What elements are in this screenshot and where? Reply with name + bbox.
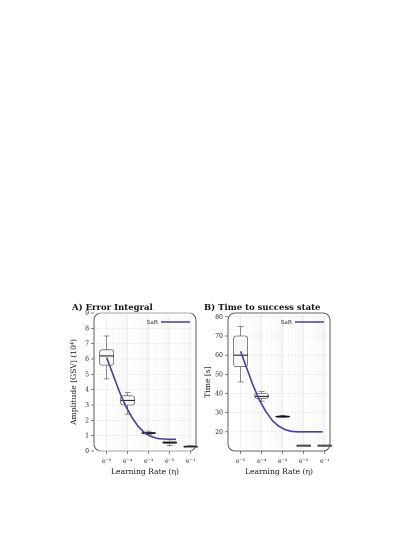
box-5 bbox=[317, 444, 333, 447]
grid-lines bbox=[230, 315, 328, 449]
y-tick-label: 7 bbox=[85, 341, 89, 348]
y-tick-label: 8 bbox=[85, 325, 89, 332]
x-tick-label: e⁻² bbox=[299, 458, 309, 465]
y-tick-label: 3 bbox=[85, 402, 89, 409]
x-tick-label: e⁻³ bbox=[278, 458, 288, 465]
y-tick-label: 1 bbox=[85, 433, 89, 440]
panel-title: B) Time to success state bbox=[204, 302, 321, 313]
y-tick-label: 4 bbox=[85, 387, 89, 394]
box-3 bbox=[275, 415, 290, 418]
y-tick-label: 6 bbox=[85, 356, 89, 363]
panel-title: A) Error Integral bbox=[71, 302, 154, 313]
y-tick-label: 2 bbox=[85, 417, 89, 424]
box-5 bbox=[183, 445, 199, 448]
x-tick-label: e⁻² bbox=[165, 458, 175, 465]
x-axis-label: Learning Rate (η) bbox=[111, 467, 179, 476]
x-tick-label: e⁻⁴ bbox=[257, 458, 267, 465]
box-1 bbox=[99, 335, 114, 380]
x-tick-label: e⁻¹ bbox=[186, 458, 195, 465]
y-tick-label: 50 bbox=[215, 371, 223, 378]
x-tick-label: e⁻⁵ bbox=[102, 458, 112, 465]
y-tick-label: 40 bbox=[215, 391, 223, 398]
y-tick-label: 20 bbox=[215, 429, 223, 436]
x-tick-label: e⁻⁵ bbox=[236, 458, 246, 465]
y-tick-label: 0 bbox=[85, 448, 89, 455]
y-axis-label: Time [s] bbox=[203, 366, 212, 397]
panel-a: A) Error Integral 0 1 2 3 4 5 6 7 8 9 e⁻⁵ e⁻⁴ e⁻³ e⁻² e… bbox=[69, 302, 199, 476]
y-tick-label: 30 bbox=[215, 410, 223, 417]
y-tick-label: 9 bbox=[85, 310, 89, 317]
legend-label: SaR bbox=[281, 320, 293, 326]
y-tick-label: 70 bbox=[215, 333, 223, 340]
x-axis-label: Learning Rate (η) bbox=[245, 467, 313, 476]
x-tick-label: e⁻⁴ bbox=[123, 458, 133, 465]
legend-label: SaR bbox=[147, 320, 159, 326]
panel-b: B) Time to success state 20 30 40 50 60 70 80 e⁻… bbox=[203, 302, 333, 476]
y-tick-label: 60 bbox=[215, 352, 223, 359]
y-tick-label: 80 bbox=[215, 314, 223, 321]
x-tick-label: e⁻¹ bbox=[320, 458, 329, 465]
x-tick-label: e⁻³ bbox=[144, 458, 154, 465]
y-axis-label: Amplitude [GSV] (10⁴) bbox=[69, 339, 78, 426]
series-line-sar bbox=[105, 357, 176, 441]
box-body bbox=[99, 349, 114, 366]
series-line-sar bbox=[239, 351, 323, 433]
box-4 bbox=[296, 444, 312, 447]
grid-lines bbox=[96, 312, 194, 452]
y-tick-label: 5 bbox=[85, 371, 89, 378]
